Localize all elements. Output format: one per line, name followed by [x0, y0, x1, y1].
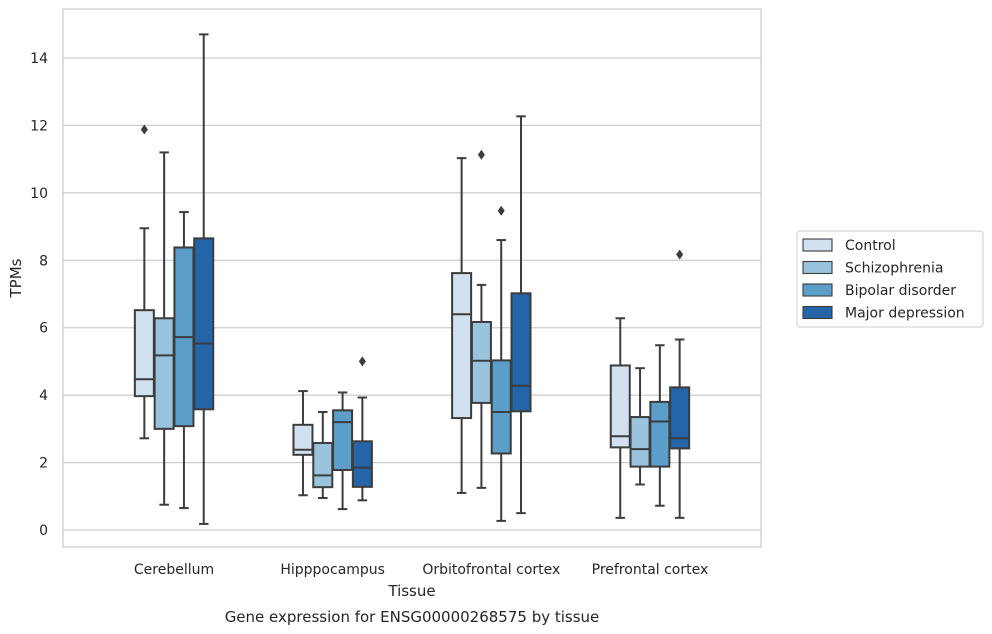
outlier-point	[676, 249, 684, 260]
x-tick-label: Cerebellum	[134, 562, 214, 578]
outlier-point	[477, 149, 485, 160]
y-tick-label: 12	[30, 118, 48, 134]
box	[470, 320, 492, 404]
box	[669, 386, 691, 450]
box	[193, 237, 215, 411]
legend-swatch	[802, 305, 833, 320]
box	[510, 292, 532, 413]
box-group	[193, 33, 215, 525]
outlier-point	[358, 356, 366, 367]
box	[609, 364, 631, 449]
box	[312, 442, 334, 489]
plot-frame	[62, 8, 762, 548]
box-group	[510, 115, 532, 515]
box-group	[133, 124, 155, 440]
x-tick-label: Orbitofrontal cortex	[422, 562, 560, 578]
chart-caption: Gene expression for ENSG00000268575 by t…	[225, 608, 600, 626]
box-group	[173, 211, 195, 510]
box	[629, 416, 651, 468]
y-tick-label: 0	[39, 523, 48, 539]
legend-label: Control	[845, 238, 896, 254]
box	[153, 317, 175, 430]
box	[351, 440, 373, 488]
legend-label: Bipolar disorder	[845, 283, 956, 299]
outlier-point	[497, 205, 505, 216]
box	[451, 272, 473, 420]
outlier-point	[140, 124, 148, 135]
legend-label: Major depression	[845, 306, 965, 322]
legend: Control Schizophrenia Bipolar disorder Majo…	[796, 230, 984, 328]
box-group	[332, 391, 354, 511]
box-group	[669, 249, 691, 519]
legend-label: Schizophrenia	[845, 261, 943, 277]
y-tick-label: 8	[39, 253, 48, 269]
box	[133, 309, 155, 398]
box	[649, 400, 671, 468]
box-group	[292, 390, 314, 497]
y-axis-label: TPMs	[7, 258, 25, 298]
y-tick-label: 2	[39, 456, 48, 472]
x-tick-label: Hipppocampus	[280, 562, 385, 578]
y-tick-labels: 0 2 4 6 8 10 12 14	[30, 51, 48, 539]
box-group	[609, 317, 631, 519]
legend-swatch	[802, 238, 833, 252]
y-tick-label: 6	[39, 321, 48, 337]
box	[490, 359, 512, 455]
legend-frame	[796, 230, 984, 328]
box	[292, 423, 314, 456]
x-axis-label: Tissue	[387, 582, 435, 600]
x-tick-label: Prefrontal cortex	[592, 562, 709, 578]
box-groups	[133, 33, 691, 525]
y-tick-label: 4	[39, 388, 48, 404]
y-tick-label: 10	[30, 186, 48, 202]
legend-swatch	[802, 283, 833, 297]
box-group	[451, 157, 473, 494]
box-group	[351, 356, 373, 502]
x-tick-labels: Cerebellum Hipppocampus Orbitofrontal cort…	[134, 562, 708, 578]
legend-swatch	[802, 260, 833, 275]
y-tick-label: 14	[30, 51, 48, 67]
box	[332, 409, 354, 471]
